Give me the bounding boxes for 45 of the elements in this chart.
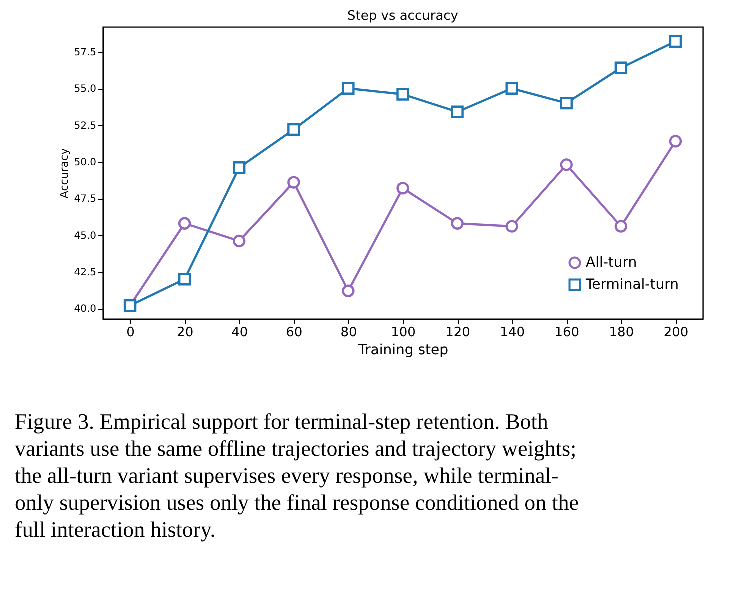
chart-title: Step vs accuracy — [348, 9, 459, 24]
point — [506, 82, 518, 95]
x-tick-label: 40 — [232, 326, 248, 340]
x-axis-title: Training step — [358, 342, 449, 358]
x-tick-label: 120 — [446, 326, 470, 340]
point — [178, 273, 192, 286]
point — [396, 88, 410, 101]
point — [233, 162, 246, 174]
x-tick-label: 140 — [500, 326, 526, 340]
y-tick-label: 50.0 — [74, 157, 96, 168]
legend-label: Terminal-turn — [585, 277, 679, 293]
x-tick-label: 60 — [286, 326, 303, 340]
x-tick-label: 160 — [554, 326, 580, 340]
point — [396, 182, 410, 195]
point — [560, 158, 573, 172]
point — [506, 220, 518, 233]
point — [178, 217, 192, 230]
point — [288, 123, 300, 136]
y-tick-label: 42.5 — [74, 268, 96, 279]
legend-label: All-turn — [586, 255, 638, 271]
point — [560, 96, 573, 110]
point — [669, 135, 682, 148]
x-tick-label: 0 — [126, 326, 135, 340]
point — [342, 284, 355, 298]
y-tick-label: 40.0 — [74, 304, 96, 316]
point — [233, 234, 246, 248]
point — [451, 217, 464, 230]
y-tick-label: 45.0 — [74, 230, 96, 242]
y-tick-label: 52.5 — [74, 120, 96, 132]
point — [342, 82, 355, 95]
x-tick-label: 180 — [609, 326, 634, 340]
point — [614, 62, 628, 74]
x-tick-label: 200 — [664, 326, 689, 340]
point — [451, 106, 464, 118]
y-tick-label: 55.0 — [74, 84, 96, 96]
y-tick-label: 57.5 — [74, 47, 96, 58]
y-tick-label: 47.5 — [74, 194, 96, 206]
point — [288, 176, 300, 189]
point — [614, 220, 628, 233]
point — [669, 35, 682, 48]
y-axis-title: Accuracy — [58, 148, 72, 199]
x-tick-label: 80 — [340, 326, 358, 340]
x-tick-label: 20 — [177, 326, 194, 340]
caption: Figure 3. Empirical support for terminal-step retention. Both variants use the same offline trajectories and trajectory weights; the all-turn variant supervises every response, while terminal-only supervision uses only the final response conditioned on the full interaction history. — [15, 409, 579, 542]
x-tick-label: 100 — [391, 326, 416, 340]
